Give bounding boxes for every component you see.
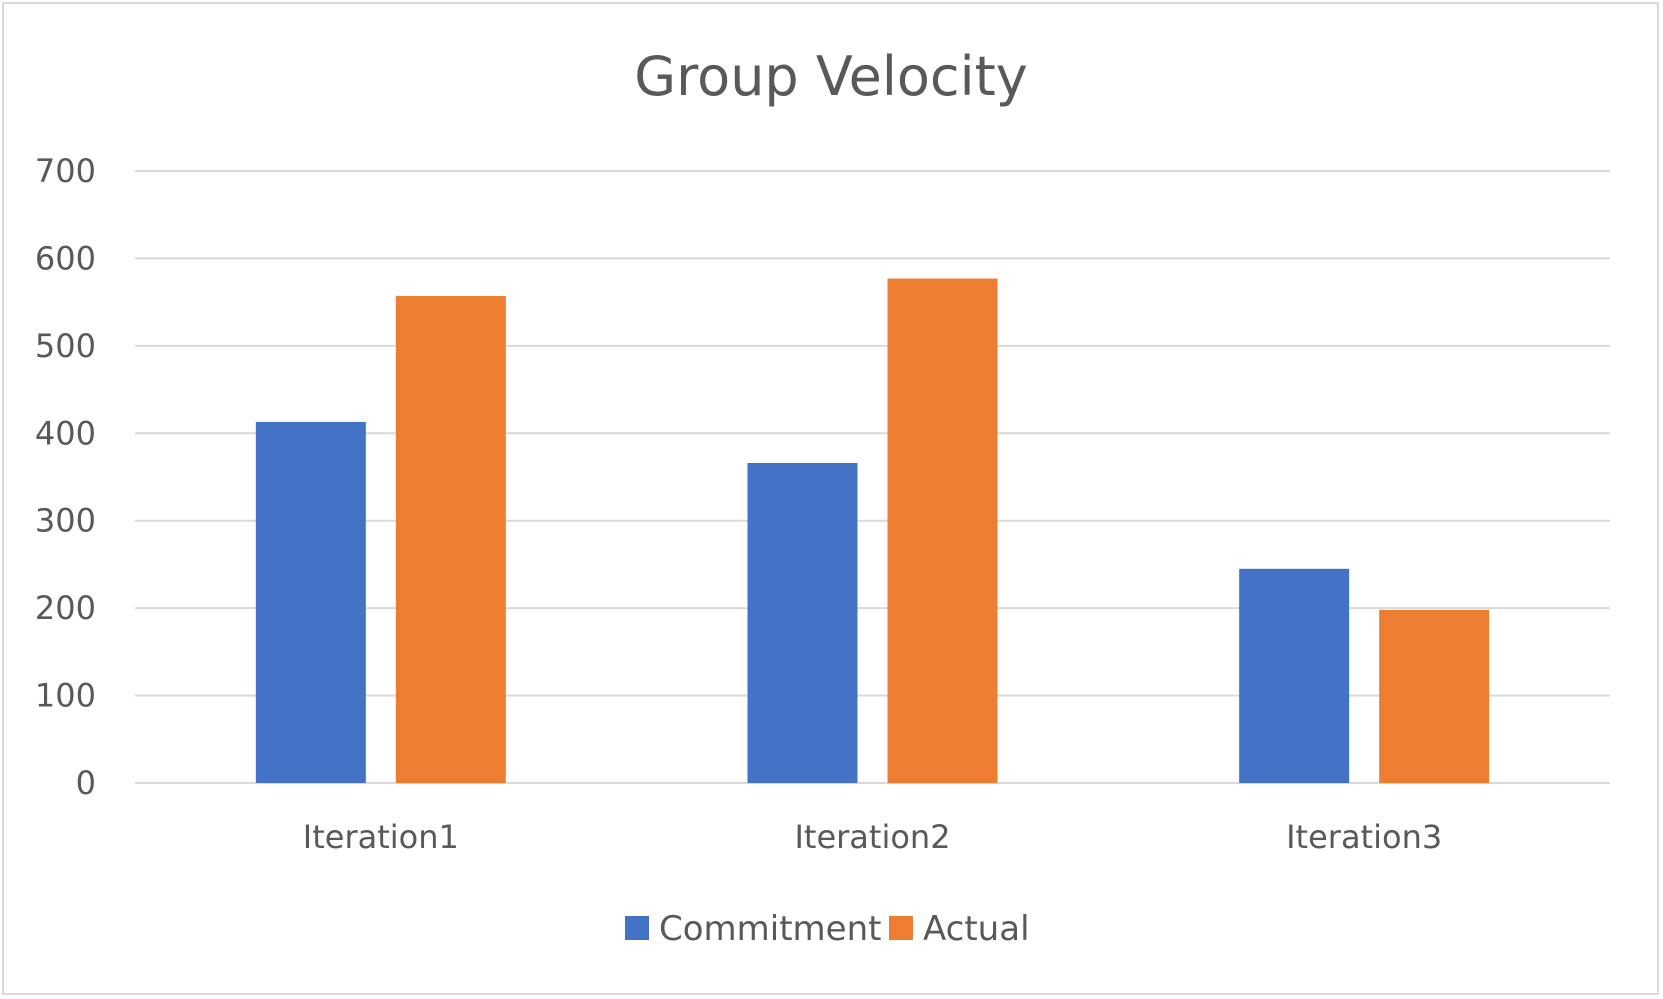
chart-title: Group Velocity: [634, 45, 1027, 108]
bar-actual-iteration1: [395, 296, 506, 783]
bars: [255, 278, 1490, 783]
y-tick-label: 600: [35, 239, 96, 277]
y-tick-label: 300: [35, 502, 96, 540]
gridlines: [135, 170, 1610, 784]
x-category-label: Iteration2: [794, 818, 950, 856]
legend-swatch-actual: [889, 916, 913, 940]
bar-commitment-iteration2: [747, 463, 858, 783]
y-tick-label: 100: [35, 677, 96, 715]
bar-actual-iteration3: [1379, 609, 1490, 783]
y-tick-label: 400: [35, 414, 96, 452]
legend-label-actual: Actual: [923, 909, 1030, 949]
x-category-label: Iteration3: [1286, 818, 1442, 856]
legend-label-commitment: Commitment: [659, 909, 881, 949]
y-tick-label: 0: [76, 764, 96, 802]
x-category-label: Iteration1: [303, 818, 459, 856]
legend: Commitment Actual: [625, 909, 1030, 949]
legend-swatch-commitment: [625, 916, 649, 940]
y-tick-label: 500: [35, 327, 96, 365]
bar-commitment-iteration1: [255, 421, 366, 783]
y-tick-label: 200: [35, 589, 96, 627]
bar-commitment-iteration3: [1239, 568, 1350, 783]
y-tick-label: 700: [35, 152, 96, 190]
x-axis-category-labels: Iteration1 Iteration2 Iteration3: [303, 818, 1442, 856]
y-axis-tick-labels: 0 100 200 300 400 500 600 700: [35, 152, 96, 802]
bar-actual-iteration2: [887, 278, 998, 783]
